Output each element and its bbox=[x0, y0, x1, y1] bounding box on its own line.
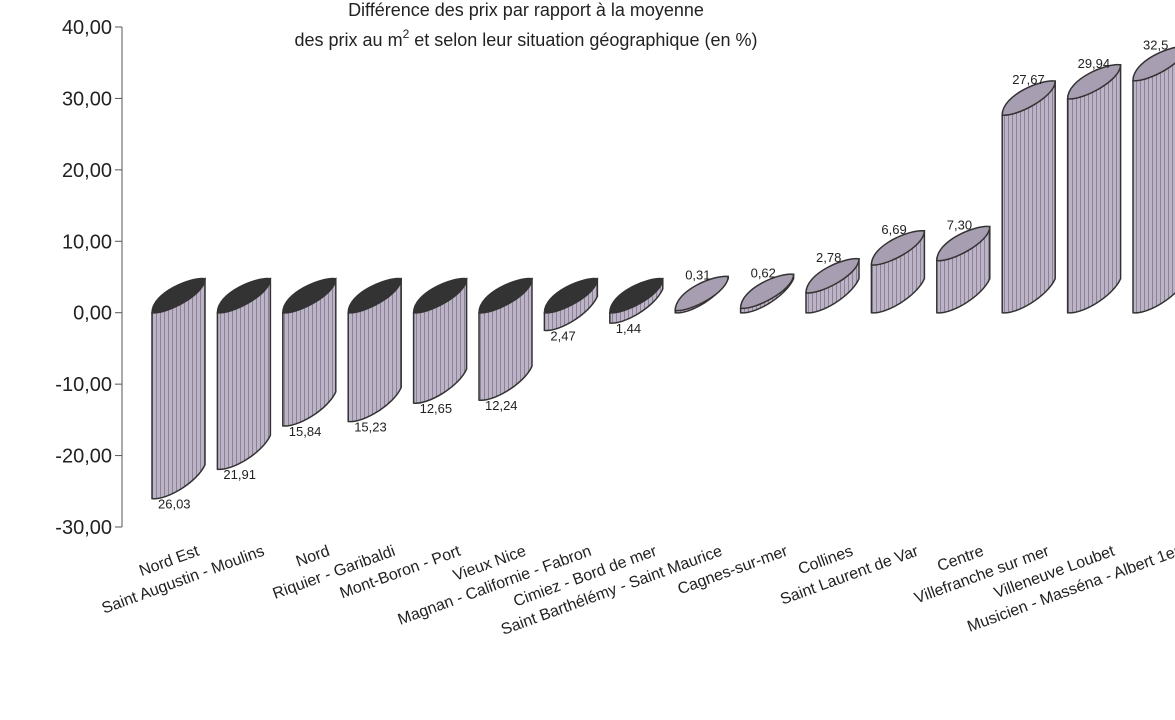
bar-top bbox=[543, 277, 599, 314]
bar bbox=[478, 277, 533, 401]
bar-body bbox=[151, 277, 206, 500]
bar-top bbox=[674, 275, 729, 312]
bar-top bbox=[805, 258, 860, 294]
value-label: 26,03 bbox=[158, 497, 191, 512]
y-tick-label: -30,00 bbox=[55, 517, 112, 539]
category-label: Cagnes-sur-mer bbox=[676, 543, 791, 599]
value-label: 0,62 bbox=[751, 265, 776, 280]
bar-body bbox=[216, 277, 272, 470]
bar-body bbox=[282, 277, 337, 427]
bar bbox=[543, 277, 599, 332]
bar bbox=[412, 277, 468, 404]
chart-title-line2: des prix au m2 et selon leur situation g… bbox=[295, 27, 758, 50]
bar-body bbox=[1132, 47, 1175, 314]
value-label: 7,30 bbox=[947, 218, 972, 233]
bar bbox=[1132, 46, 1175, 314]
bar-top bbox=[1001, 80, 1056, 116]
value-label: 6,69 bbox=[881, 222, 906, 237]
value-label: 2,78 bbox=[816, 250, 841, 265]
bar bbox=[739, 273, 795, 314]
value-label: 27,67 bbox=[1012, 72, 1045, 87]
value-label: 0,31 bbox=[685, 268, 710, 283]
bar-top bbox=[282, 277, 337, 314]
bars bbox=[151, 46, 1175, 500]
bar-top bbox=[609, 277, 664, 314]
chart-title: Différence des prix par rapport à la moy… bbox=[295, 0, 758, 50]
bar-body bbox=[347, 277, 402, 423]
value-label: 2,47 bbox=[550, 328, 575, 343]
value-label: 29,94 bbox=[1078, 56, 1111, 71]
value-labels: 26,03 21,91 15,84 15,23 12,65 12,24 2,47 1,44 0,… bbox=[158, 38, 1168, 512]
bar bbox=[347, 277, 402, 423]
bar bbox=[674, 275, 729, 314]
bar-top bbox=[870, 230, 926, 266]
y-tick-label: 40,00 bbox=[62, 17, 112, 39]
bar bbox=[151, 277, 206, 500]
chart-title-line1: Différence des prix par rapport à la moy… bbox=[348, 0, 704, 20]
bar bbox=[870, 230, 926, 314]
value-label: 32,5 bbox=[1143, 38, 1168, 53]
bar bbox=[805, 258, 860, 314]
bar bbox=[1066, 64, 1122, 314]
y-tick-label: 20,00 bbox=[62, 160, 112, 182]
value-label: 21,91 bbox=[223, 467, 256, 482]
y-tick-label: -10,00 bbox=[55, 374, 112, 396]
bar-top bbox=[936, 225, 991, 262]
bar-top bbox=[1132, 46, 1175, 82]
bar bbox=[282, 277, 337, 427]
value-label: 15,23 bbox=[354, 420, 387, 435]
bar-top bbox=[347, 277, 402, 314]
bar bbox=[216, 277, 272, 470]
bar-top bbox=[739, 273, 795, 310]
y-tick-label: 30,00 bbox=[62, 88, 112, 110]
value-label: 12,65 bbox=[420, 401, 453, 416]
y-axis: 40,00 30,00 20,00 10,00 0,00 -10,00 -20,00 -30,… bbox=[55, 17, 123, 539]
bar bbox=[609, 277, 664, 324]
bar bbox=[936, 225, 991, 314]
bar-body bbox=[1066, 64, 1122, 314]
bar-top bbox=[478, 277, 533, 314]
value-label: 15,84 bbox=[289, 424, 322, 439]
bar-body bbox=[1001, 80, 1056, 314]
bar-top bbox=[1066, 64, 1122, 100]
value-label: 12,24 bbox=[485, 398, 518, 413]
bar-top bbox=[412, 277, 468, 314]
bar-top bbox=[151, 277, 206, 314]
y-tick-label: 0,00 bbox=[73, 303, 112, 325]
y-tick-label: 10,00 bbox=[62, 231, 112, 253]
y-tick-label: -20,00 bbox=[55, 446, 112, 468]
bar bbox=[1001, 80, 1056, 314]
value-label: 1,44 bbox=[616, 321, 641, 336]
bar-top bbox=[216, 277, 272, 314]
